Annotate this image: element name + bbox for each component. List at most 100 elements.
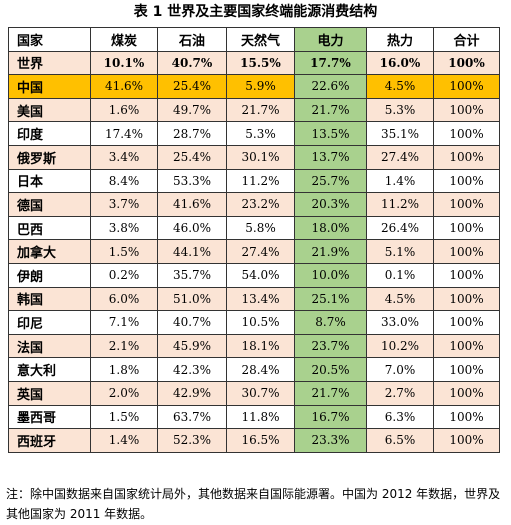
oil-cell: 63.7% xyxy=(157,404,227,430)
coal-cell: 2.1% xyxy=(90,333,158,359)
coal-cell: 6.0% xyxy=(90,286,158,312)
gas-cell: 16.5% xyxy=(226,428,295,453)
gas-cell: 5.9% xyxy=(226,74,295,99)
gas-cell: 5.3% xyxy=(226,121,295,146)
total-cell: 100% xyxy=(433,192,500,217)
electricity-cell: 13.5% xyxy=(294,121,367,146)
heat-cell: 5.3% xyxy=(366,97,434,123)
country-name-cell: 墨西哥 xyxy=(8,404,91,430)
coal-cell: 2.0% xyxy=(90,380,158,406)
oil-cell: 42.3% xyxy=(157,357,227,382)
country-name-cell: 德国 xyxy=(8,192,91,217)
table-row: 韩国 6.0% 51.0% 13.4% 25.1% 4.5% 100% xyxy=(8,286,500,312)
gas-cell: 15.5% xyxy=(226,50,295,76)
oil-cell: 44.1% xyxy=(157,239,227,264)
heat-cell: 6.5% xyxy=(366,428,434,453)
gas-cell: 11.2% xyxy=(226,168,295,194)
coal-cell: 17.4% xyxy=(90,121,158,146)
gas-cell: 28.4% xyxy=(226,357,295,382)
gas-cell: 54.0% xyxy=(226,262,295,288)
gas-cell: 5.8% xyxy=(226,215,295,241)
coal-cell: 1.8% xyxy=(90,357,158,382)
electricity-cell: 21.7% xyxy=(294,97,367,123)
table-row: 印度 17.4% 28.7% 5.3% 13.5% 35.1% 100% xyxy=(8,121,500,146)
column-header-oil: 石油 xyxy=(157,27,227,52)
total-cell: 100% xyxy=(433,215,500,241)
oil-cell: 35.7% xyxy=(157,262,227,288)
country-name-cell: 俄罗斯 xyxy=(8,144,91,170)
table-title: 表 1 世界及主要国家终端能源消费结构 xyxy=(133,4,378,20)
gas-cell: 18.1% xyxy=(226,333,295,359)
oil-cell: 28.7% xyxy=(157,121,227,146)
table-row: 世界 10.1% 40.7% 15.5% 17.7% 16.0% 100% xyxy=(8,50,500,76)
electricity-cell: 18.0% xyxy=(294,215,367,241)
table-row: 加拿大 1.5% 44.1% 27.4% 21.9% 5.1% 100% xyxy=(8,239,500,264)
country-name-cell: 加拿大 xyxy=(8,239,91,264)
heat-cell: 7.0% xyxy=(366,357,434,382)
coal-cell: 8.4% xyxy=(90,168,158,194)
electricity-cell: 20.3% xyxy=(294,192,367,217)
heat-cell: 4.5% xyxy=(366,74,434,99)
coal-cell: 41.6% xyxy=(90,74,158,99)
table-row: 墨西哥 1.5% 63.7% 11.8% 16.7% 6.3% 100% xyxy=(8,404,500,430)
country-name-cell: 法国 xyxy=(8,333,91,359)
total-cell: 100% xyxy=(433,380,500,406)
coal-cell: 3.7% xyxy=(90,192,158,217)
gas-cell: 13.4% xyxy=(226,286,295,312)
column-header-gas: 天然气 xyxy=(226,27,295,52)
column-header-electricity: 电力 xyxy=(294,27,367,52)
country-name-cell: 印度 xyxy=(8,121,91,146)
country-name-cell: 意大利 xyxy=(8,357,91,382)
electricity-cell: 23.3% xyxy=(294,428,367,453)
gas-cell: 11.8% xyxy=(226,404,295,430)
oil-cell: 25.4% xyxy=(157,144,227,170)
heat-cell: 35.1% xyxy=(366,121,434,146)
coal-cell: 3.8% xyxy=(90,215,158,241)
heat-cell: 27.4% xyxy=(366,144,434,170)
electricity-cell: 23.7% xyxy=(294,333,367,359)
total-cell: 100% xyxy=(433,168,500,194)
gas-cell: 30.1% xyxy=(226,144,295,170)
total-cell: 100% xyxy=(433,121,500,146)
oil-cell: 46.0% xyxy=(157,215,227,241)
electricity-cell: 8.7% xyxy=(294,310,367,335)
oil-cell: 51.0% xyxy=(157,286,227,312)
oil-cell: 52.3% xyxy=(157,428,227,453)
country-name-cell: 西班牙 xyxy=(8,428,91,453)
table-row: 法国 2.1% 45.9% 18.1% 23.7% 10.2% 100% xyxy=(8,333,500,359)
heat-cell: 11.2% xyxy=(366,192,434,217)
country-name-cell: 日本 xyxy=(8,168,91,194)
total-cell: 100% xyxy=(433,262,500,288)
heat-cell: 2.7% xyxy=(366,380,434,406)
electricity-cell: 21.7% xyxy=(294,380,367,406)
coal-cell: 10.1% xyxy=(90,50,158,76)
heat-cell: 4.5% xyxy=(366,286,434,312)
oil-cell: 40.7% xyxy=(157,50,227,76)
heat-cell: 0.1% xyxy=(366,262,434,288)
oil-cell: 40.7% xyxy=(157,310,227,335)
table-row: 巴西 3.8% 46.0% 5.8% 18.0% 26.4% 100% xyxy=(8,215,500,241)
coal-cell: 3.4% xyxy=(90,144,158,170)
electricity-cell: 25.1% xyxy=(294,286,367,312)
table-row: 西班牙 1.4% 52.3% 16.5% 23.3% 6.5% 100% xyxy=(8,428,500,453)
table-row: 美国 1.6% 49.7% 21.7% 21.7% 5.3% 100% xyxy=(8,97,500,123)
total-cell: 100% xyxy=(433,74,500,99)
coal-cell: 1.5% xyxy=(90,239,158,264)
total-cell: 100% xyxy=(433,428,500,453)
table-row: 英国 2.0% 42.9% 30.7% 21.7% 2.7% 100% xyxy=(8,380,500,406)
table-row: 俄罗斯 3.4% 25.4% 30.1% 13.7% 27.4% 100% xyxy=(8,144,500,170)
table-row: 德国 3.7% 41.6% 23.2% 20.3% 11.2% 100% xyxy=(8,192,500,217)
heat-cell: 6.3% xyxy=(366,404,434,430)
table-row: 日本 8.4% 53.3% 11.2% 25.7% 1.4% 100% xyxy=(8,168,500,194)
table-row: 中国 41.6% 25.4% 5.9% 22.6% 4.5% 100% xyxy=(8,74,500,99)
heat-cell: 1.4% xyxy=(366,168,434,194)
oil-cell: 41.6% xyxy=(157,192,227,217)
table-row: 印尼 7.1% 40.7% 10.5% 8.7% 33.0% 100% xyxy=(8,310,500,335)
country-name-cell: 世界 xyxy=(8,50,91,76)
electricity-cell: 17.7% xyxy=(294,50,367,76)
heat-cell: 5.1% xyxy=(366,239,434,264)
energy-consumption-table: 国家 煤炭 石油 天然气 电力 热力 合计 世界 10.1% 40.7% 15.5% 1… xyxy=(8,27,500,453)
electricity-cell: 20.5% xyxy=(294,357,367,382)
total-cell: 100% xyxy=(433,239,500,264)
gas-cell: 27.4% xyxy=(226,239,295,264)
